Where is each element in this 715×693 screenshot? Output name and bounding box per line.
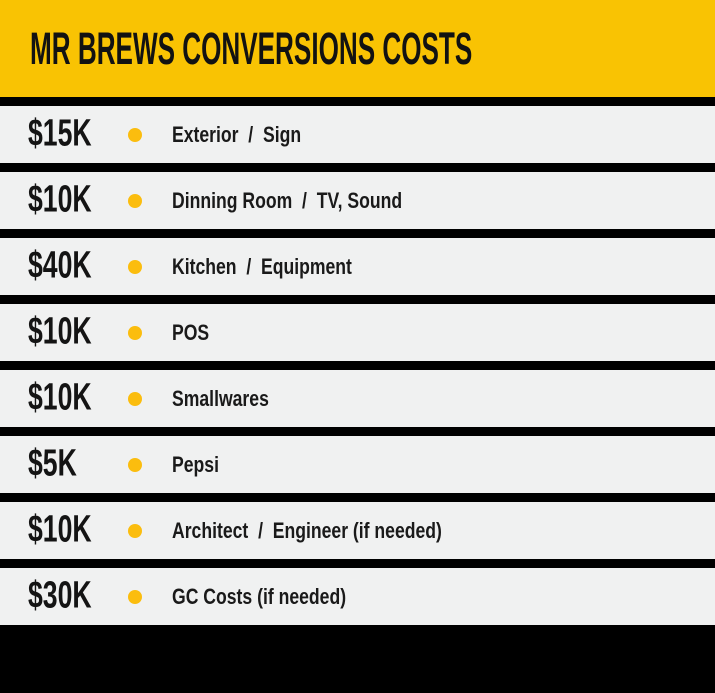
cost-row: $10K Dinning Room / TV, Sound [0,163,715,229]
bullet-dot-icon [128,523,142,538]
cost-label: Architect / Engineer (if needed) [172,517,442,543]
cost-price: $40K [28,244,92,287]
poster-header: MR BREWS CONVERSIONS COSTS [0,0,715,97]
cost-label: GC Costs (if needed) [172,583,347,609]
cost-label: Smallwares [172,385,269,411]
bullet-dot-icon [128,193,142,208]
cost-label: Pepsi [172,451,219,477]
bullet-dot-icon [128,259,142,274]
cost-label: Kitchen / Equipment [172,253,352,279]
bullet-dot-icon [128,325,142,340]
cost-row: $10K Architect / Engineer (if needed) [0,493,715,559]
bullet-dot-icon [128,589,142,604]
cost-row: $15K Exterior / Sign [0,97,715,163]
cost-price: $15K [28,112,92,155]
cost-row: $10K Smallwares [0,361,715,427]
cost-label: POS [172,319,210,345]
cost-price: $30K [28,574,92,617]
cost-price: $10K [28,310,92,353]
cost-label: Exterior / Sign [172,121,302,147]
cost-price: $10K [28,178,92,221]
cost-label: Dinning Room / TV, Sound [172,187,403,213]
cost-row: $30K GC Costs (if needed) [0,559,715,625]
cost-price: $5K [28,442,77,485]
bullet-dot-icon [128,391,142,406]
cost-price: $10K [28,508,92,551]
bullet-dot-icon [128,457,142,472]
cost-row: $5K Pepsi [0,427,715,493]
cost-row: $40K Kitchen / Equipment [0,229,715,295]
page-title: MR BREWS CONVERSIONS COSTS [30,22,473,74]
bullet-dot-icon [128,127,142,142]
cost-row: $10K POS [0,295,715,361]
poster-footer [0,625,715,693]
cost-price: $10K [28,376,92,419]
